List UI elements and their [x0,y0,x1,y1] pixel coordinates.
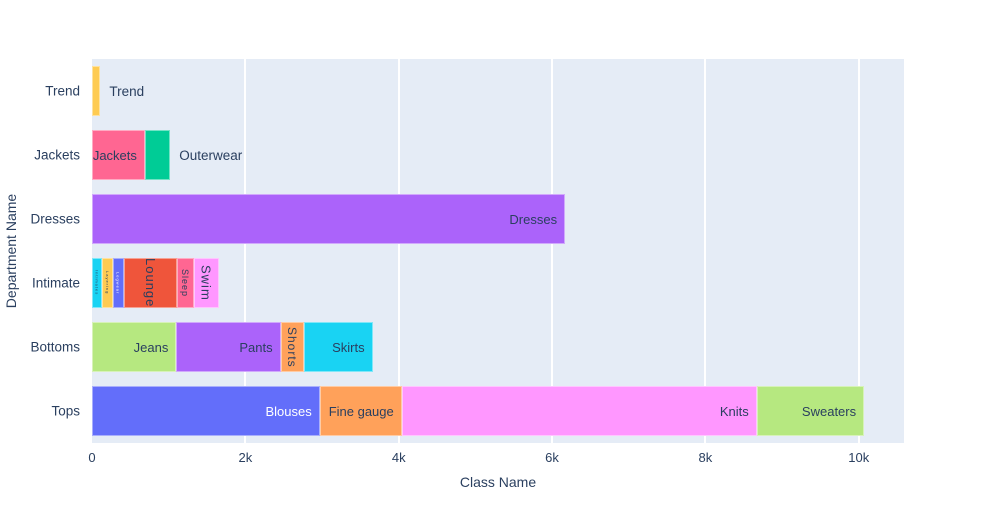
segment-label-knits: Knits [719,403,749,419]
bar-row-jackets: Jackets Outerwear [92,130,904,180]
segment-label-dresses: Dresses [509,211,558,227]
segment-label-layering: Layering [104,271,110,295]
x-axis-title: Class Name [459,474,537,490]
segment-label-skirts: Skirts [332,339,365,355]
bar-segment-layering[interactable]: Layering [101,258,113,308]
y-tick-label-dresses: Dresses [30,211,80,227]
x-tick-label-10k: 10k [848,450,870,465]
y-tick-label-intimate: Intimate [31,275,80,291]
bar-segment-jeans[interactable]: Jeans [92,322,177,372]
segment-label-sweaters: Sweaters [801,403,857,419]
x-axis-ticks: 0 2k 4k 6k 8k 10k [88,450,904,466]
segment-label-shorts: Shorts [285,326,300,368]
gridline-6k [551,59,554,443]
gridline-8k [704,59,707,443]
bar-segment-trend[interactable] [92,66,101,116]
segment-label-trend: Trend [109,83,145,99]
x-tick-label-8k: 8k [698,450,713,465]
bar-segment-dresses[interactable]: Dresses [92,194,566,244]
gridline-4k [397,59,400,443]
bar-segment-knits[interactable]: Knits [401,386,757,436]
segment-label-jeans: Jeans [133,339,169,355]
bar-segment-skirts[interactable]: Skirts [303,322,373,372]
y-tick-label-jackets: Jackets [34,147,80,163]
bar-segment-jackets[interactable]: Jackets [92,130,145,180]
bar-segment-blouses[interactable]: Blouses [92,386,320,436]
y-tick-label-bottoms: Bottoms [30,339,80,355]
segment-label-lounge: Lounge [142,258,158,308]
plot-area: Trend Jackets Outerwear Dresses Intimates Lay… [92,59,904,443]
bar-segment-swim[interactable]: Swim [193,258,219,308]
bar-row-tops: Blouses Fine gauge Knits Sweaters [92,386,904,436]
bar-segment-legwear[interactable]: Legwear [112,258,124,308]
bar-row-bottoms: Jeans Pants Shorts Skirts [92,322,904,372]
y-axis-title: Department Name [3,193,19,309]
segment-label-sleep: Sleep [180,268,191,298]
gridline-10k [857,59,860,443]
bar-segment-pants[interactable]: Pants [176,322,281,372]
bar-segment-shorts[interactable]: Shorts [280,322,304,372]
bar-row-trend: Trend [92,66,904,116]
bar-row-intimate: Intimates Layering Legwear Lounge Sleep Swim [92,258,904,308]
segment-label-outerwear: Outerwear [179,147,243,163]
y-tick-label-trend: Trend [45,83,80,99]
y-axis-ticks: Trend Jackets Dresses Intimate Bottoms Tops [0,59,86,443]
segment-label-swim: Swim [198,265,214,301]
segment-label-intimates: Intimates [94,270,100,296]
bar-segment-sleep[interactable]: Sleep [176,258,194,308]
gridline-2k [244,59,247,443]
bar-segment-fine-gauge[interactable]: Fine gauge [319,386,402,436]
bar-segment-outerwear[interactable] [144,130,171,180]
segment-label-blouses: Blouses [265,403,312,419]
y-tick-label-tops: Tops [51,403,80,419]
bar-segment-intimates[interactable]: Intimates [92,258,102,308]
x-tick-label-2k: 2k [238,450,253,465]
bars-layer: Trend Jackets Outerwear Dresses Intimates Lay… [92,59,904,443]
segment-label-pants: Pants [239,339,273,355]
bar-segment-lounge[interactable]: Lounge [123,258,177,308]
x-tick-label-6k: 6k [545,450,559,465]
bar-row-dresses: Dresses [92,194,904,244]
segment-label-legwear: Legwear [115,271,121,295]
segment-label-fine-gauge: Fine gauge [328,403,394,419]
x-tick-label-4k: 4k [391,450,406,465]
bar-segment-sweaters[interactable]: Sweaters [756,386,865,436]
segment-label-jackets: Jackets [92,147,137,163]
x-tick-label-0: 0 [88,450,96,465]
